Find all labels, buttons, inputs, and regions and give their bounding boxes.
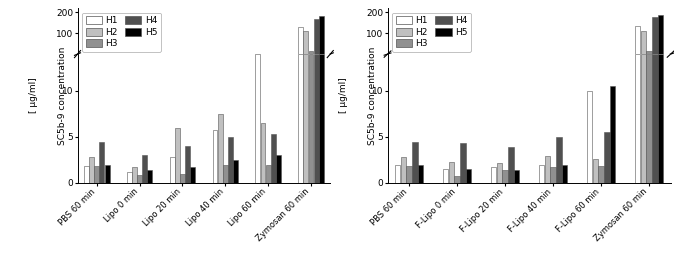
Bar <box>443 169 448 183</box>
Bar <box>100 141 104 183</box>
Bar <box>266 165 270 183</box>
Bar <box>104 165 109 183</box>
Bar <box>646 54 652 183</box>
Bar <box>309 51 313 54</box>
Bar <box>84 166 89 183</box>
Bar <box>635 26 640 54</box>
Bar <box>228 137 233 183</box>
Bar <box>175 128 180 183</box>
Bar <box>271 134 276 183</box>
Bar <box>610 86 615 183</box>
Bar <box>218 114 222 183</box>
Bar <box>592 159 598 183</box>
Bar <box>508 147 514 183</box>
Bar <box>223 165 228 183</box>
Bar <box>406 166 412 183</box>
Bar <box>303 31 308 54</box>
Text: SC5b-9 concentration: SC5b-9 concentration <box>58 46 67 145</box>
Text: [ μg/ml]: [ μg/ml] <box>29 78 38 113</box>
Bar <box>148 170 152 183</box>
Bar <box>313 54 319 183</box>
Bar <box>137 175 142 183</box>
Legend: H1, H2, H3, H4, H5: H1, H2, H3, H4, H5 <box>392 13 471 52</box>
Bar <box>255 54 260 183</box>
Bar <box>261 123 266 183</box>
Bar <box>418 165 423 183</box>
Bar <box>132 167 137 183</box>
Bar <box>212 130 218 183</box>
Text: SC5b-9 concentration: SC5b-9 concentration <box>368 46 377 145</box>
Bar <box>142 155 147 183</box>
Bar <box>646 51 652 54</box>
Bar <box>551 167 556 183</box>
Bar <box>652 17 658 54</box>
Bar <box>309 54 313 183</box>
Bar <box>556 137 561 183</box>
Bar <box>539 165 545 183</box>
Bar <box>460 143 466 183</box>
Bar <box>545 156 550 183</box>
Bar <box>170 157 175 183</box>
Bar <box>640 54 646 183</box>
Bar <box>89 157 94 183</box>
Bar <box>127 172 132 183</box>
Bar <box>319 16 324 54</box>
Bar <box>276 155 281 183</box>
Bar <box>400 157 406 183</box>
Bar <box>454 176 460 183</box>
Bar <box>233 160 238 183</box>
Bar <box>587 91 592 183</box>
Bar <box>449 162 454 183</box>
Bar <box>658 54 663 183</box>
Bar <box>299 54 303 183</box>
Bar <box>466 169 471 183</box>
Bar <box>94 166 99 183</box>
Bar <box>395 165 400 183</box>
Bar <box>652 54 658 183</box>
Bar <box>640 31 646 54</box>
Bar <box>658 15 663 54</box>
Text: [ μg/ml]: [ μg/ml] <box>339 78 348 113</box>
Bar <box>180 174 185 183</box>
Bar <box>313 19 319 54</box>
Bar <box>190 167 195 183</box>
Bar <box>491 167 496 183</box>
Bar <box>185 146 190 183</box>
Bar <box>502 170 508 183</box>
Bar <box>599 166 604 183</box>
Bar <box>319 54 324 183</box>
Bar <box>303 54 308 183</box>
Bar <box>299 27 303 54</box>
Bar <box>497 163 502 183</box>
Bar <box>412 141 418 183</box>
Legend: H1, H2, H3, H4, H5: H1, H2, H3, H4, H5 <box>82 13 161 52</box>
Bar <box>635 54 640 183</box>
Bar <box>514 170 520 183</box>
Bar <box>604 132 609 183</box>
Bar <box>562 165 568 183</box>
